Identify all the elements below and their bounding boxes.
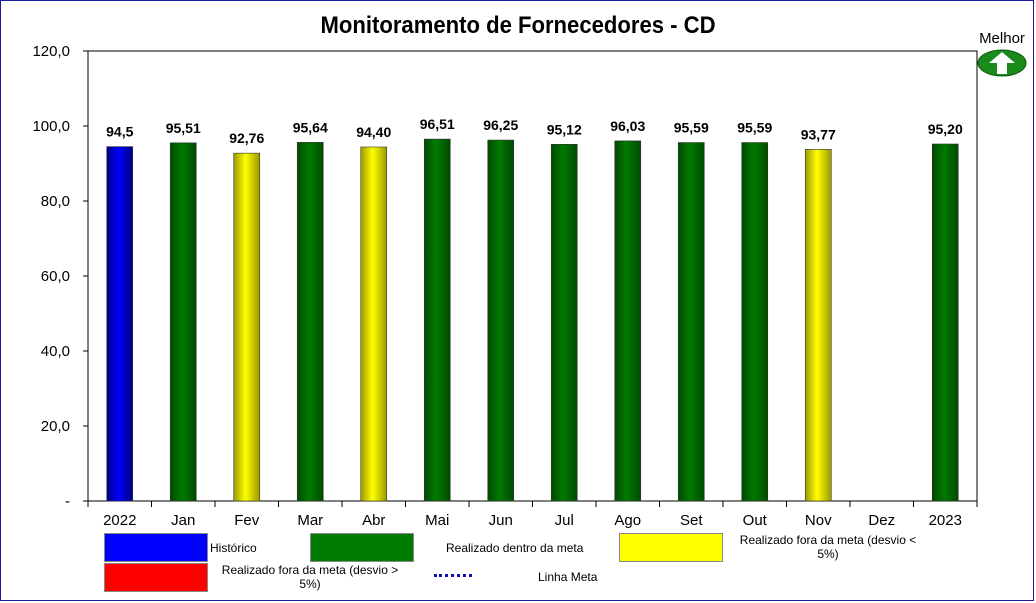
- bars: [106, 138, 959, 502]
- y-tick-label: 60,0: [41, 268, 70, 285]
- bar-abr: [360, 146, 388, 502]
- x-tick-label: Dez: [868, 512, 895, 529]
- better-indicator-label: Melhor: [979, 30, 1025, 47]
- value-label: 93,77: [801, 126, 836, 142]
- x-tick-label: Mai: [425, 512, 449, 529]
- y-tick-label: 40,0: [41, 343, 70, 360]
- x-tick-label: Jul: [555, 512, 574, 529]
- legend-swatch-meta: [434, 574, 472, 577]
- bar-2022: [106, 146, 134, 502]
- bar-2023: [931, 143, 959, 502]
- bar-out: [741, 142, 769, 502]
- legend-label-historico: Histórico: [210, 541, 257, 555]
- y-tick-label: 20,0: [41, 418, 70, 435]
- x-tick-label: 2023: [929, 512, 962, 529]
- value-label: 95,64: [293, 119, 328, 135]
- chart-title: Monitoramento de Fornecedores - CD: [320, 12, 716, 39]
- bar-jan: [169, 142, 197, 502]
- value-label: 95,12: [547, 121, 582, 137]
- bar-nov: [804, 149, 832, 502]
- up-arrow-icon: [977, 49, 1027, 77]
- legend-label-dentro: Realizado dentro da meta: [446, 541, 584, 555]
- bar-mai: [423, 138, 451, 502]
- legend-label-fora-maior: Realizado fora da meta (desvio > 5%): [221, 563, 399, 591]
- x-tick-label: Abr: [362, 512, 385, 529]
- axes: - 20,0 40,0 60,0 80,0 100,0 120,0 2022 Jan Fev Mar…: [32, 43, 978, 529]
- y-tick-label: -: [65, 493, 70, 510]
- x-tick-label: Jun: [489, 512, 513, 529]
- legend-swatch-historico: [104, 533, 208, 562]
- value-label: 94,5: [106, 124, 133, 140]
- value-label: 94,40: [356, 124, 391, 140]
- x-tick-label: Set: [680, 512, 703, 529]
- x-tick-label: Jan: [171, 512, 195, 529]
- bar-jun: [487, 139, 515, 502]
- value-label: 96,25: [483, 117, 518, 133]
- x-tick-label: Out: [743, 512, 768, 529]
- value-label: 96,03: [610, 118, 645, 134]
- bar-set: [677, 142, 705, 502]
- x-tick-label: Nov: [805, 512, 832, 529]
- value-label: 92,76: [229, 130, 264, 146]
- value-label: 96,51: [420, 116, 455, 132]
- bar-mar: [296, 142, 324, 502]
- y-tick-label: 80,0: [41, 193, 70, 210]
- value-label: 95,59: [674, 120, 709, 136]
- legend-label-meta: Linha Meta: [538, 570, 598, 584]
- plot-area: [87, 50, 978, 502]
- x-tick-label: Ago: [614, 512, 641, 529]
- bar-jul: [550, 144, 578, 502]
- x-tick-label: Mar: [297, 512, 323, 529]
- x-tick-label: Fev: [234, 512, 260, 529]
- value-label: 95,59: [737, 120, 772, 136]
- bar-ago: [614, 140, 642, 502]
- value-label: 95,51: [166, 120, 201, 136]
- legend-swatch-dentro: [310, 533, 414, 562]
- value-labels: 94,5 95,51 92,76 95,64 94,40 96,51 96,25 95,12 9…: [106, 116, 963, 146]
- better-indicator: Melhor: [972, 30, 1032, 77]
- legend-swatch-fora-maior: [104, 563, 208, 592]
- bar-fev: [233, 152, 261, 502]
- y-tick-label: 100,0: [32, 118, 70, 135]
- y-tick-label: 120,0: [32, 43, 70, 60]
- value-label: 95,20: [928, 121, 963, 137]
- legend-label-fora-menor: Realizado fora da meta (desvio < 5%): [739, 533, 917, 561]
- legend-swatch-fora-menor: [619, 533, 723, 562]
- x-tick-label: 2022: [103, 512, 136, 529]
